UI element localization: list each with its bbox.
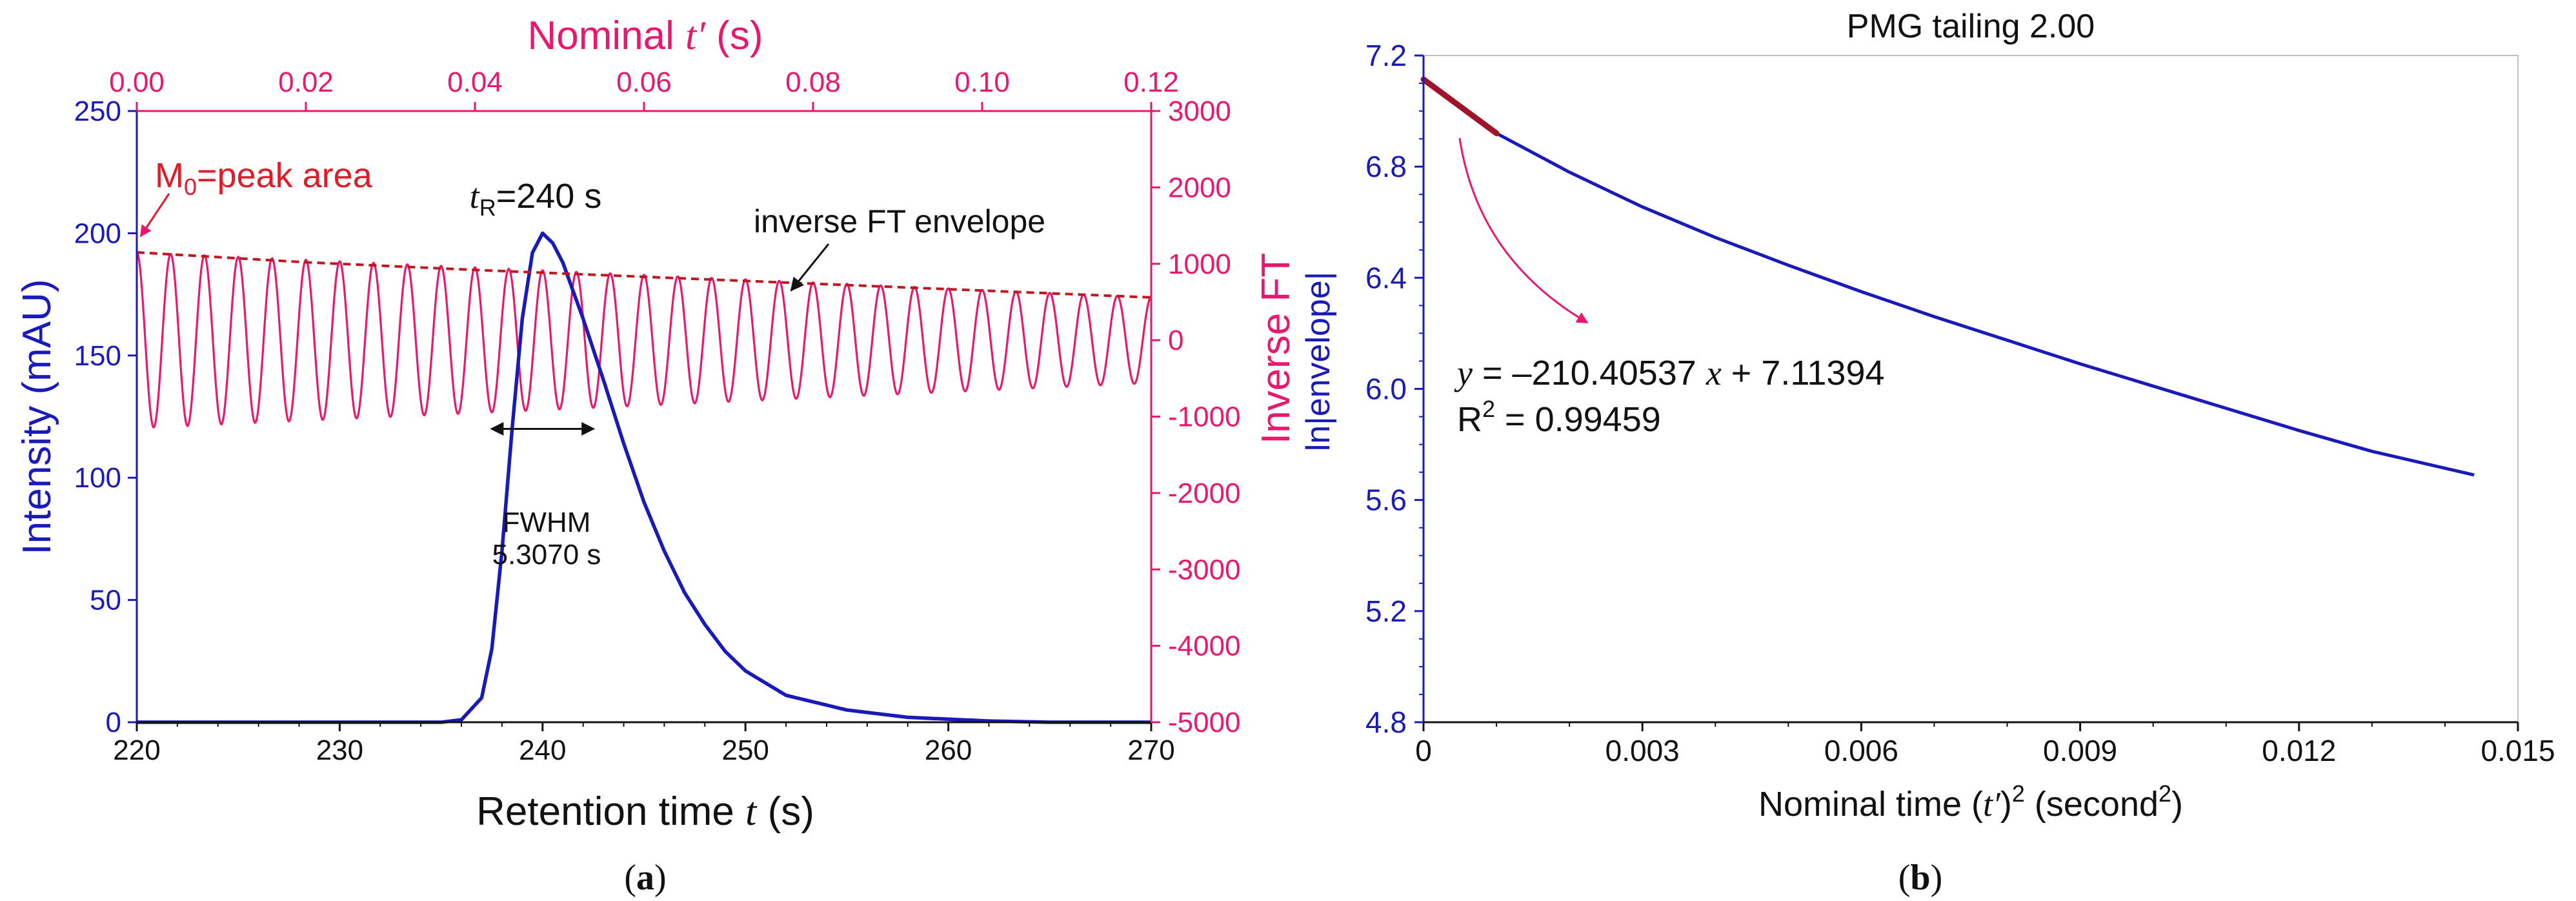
m0-label: M0=peak area: [155, 156, 373, 200]
y2-tick-label: -1000: [1168, 401, 1241, 433]
panel-b-title: PMG tailing 2.00: [1847, 8, 2095, 45]
panel-b-ticks: 0 0.003 0.006 0.009 0.012 0.015 4.8 5.2 5.6 6.0 6.…: [1365, 39, 2555, 767]
peak-label: tR=240 s: [470, 177, 602, 221]
panel-a-ylabel: Intensity (mAU): [15, 279, 59, 554]
panel-b-ylabel: ln|envelope|: [1300, 272, 1337, 452]
b-x-tick-label: 0.009: [2043, 734, 2117, 767]
envelope-label: inverse FT envelope: [754, 203, 1045, 239]
b-y-tick-label: 5.6: [1365, 483, 1407, 517]
envelope-arrow: [790, 243, 830, 292]
panel-b: 0 0.003 0.006 0.009 0.012 0.015 4.8 5.2 5.6 6.0 6.…: [1300, 8, 2555, 898]
b-y-tick-label: 6.8: [1365, 150, 1407, 183]
x-tick-label: 230: [316, 734, 363, 766]
panel-a-xlabel: Retention time t (s): [476, 789, 814, 834]
b-x-tick-label: 0.012: [2262, 734, 2336, 767]
b-x-tick-label: 0.006: [1824, 734, 1898, 767]
panel-b-series: [1420, 76, 2475, 477]
y2-tick-label: -4000: [1168, 631, 1241, 662]
x2-tick-label: 0.10: [954, 66, 1010, 98]
x-tick-label: 260: [925, 734, 972, 766]
inverse-ft-line: [136, 251, 1152, 429]
y2-tick-label: 1000: [1168, 248, 1231, 280]
y-tick-label: 100: [74, 462, 121, 494]
x2-tick-label: 0.04: [447, 66, 503, 98]
y-tick-label: 200: [74, 218, 121, 249]
x-tick-label: 220: [113, 734, 160, 766]
envelope-dashed-line: [136, 250, 1152, 299]
panel-a: 220 230 240 250 260 270 0 50 100 150 200 250 -5000 -4…: [15, 14, 1298, 898]
b-x-tick-label: 0.015: [2480, 734, 2555, 767]
b-y-tick-label: 6.0: [1365, 372, 1407, 406]
b-x-tick-label: 0.003: [1605, 734, 1680, 767]
panel-a-y2label: Inverse FT: [1254, 253, 1298, 444]
y2-tick-label: -2000: [1168, 478, 1241, 509]
caption-b: (b): [1898, 858, 1942, 898]
chromatogram-peak-line: [136, 231, 1152, 724]
ln-envelope-line: [1422, 78, 2475, 477]
fit-equation: y = –210.40537 x + 7.11394: [1454, 354, 1885, 392]
fit-arrow: [1458, 137, 1589, 324]
y-tick-label: 0: [106, 707, 121, 738]
b-x-tick-label: 0: [1415, 734, 1432, 767]
y2-tick-label: 0: [1168, 325, 1183, 356]
panel-a-series: [136, 231, 1152, 724]
y-tick-label: 50: [90, 585, 121, 616]
linear-fit-line: [1420, 76, 1500, 137]
y2-tick-label: -5000: [1168, 707, 1241, 738]
x-tick-label: 250: [721, 734, 769, 766]
x2-tick-label: 0.02: [278, 66, 334, 98]
panel-a-x2label: Nominal t′ (s): [528, 14, 763, 58]
y2-tick-label: -3000: [1168, 554, 1241, 585]
x2-tick-label: 0.12: [1123, 66, 1179, 98]
y-tick-label: 250: [74, 96, 121, 127]
b-y-tick-label: 5.2: [1365, 594, 1407, 628]
fwhm-marker: FWHM 5.3070 s: [490, 421, 601, 571]
y-tick-label: 150: [74, 340, 121, 372]
fit-r2: R2 = 0.99459: [1457, 396, 1661, 439]
b-y-tick-label: 4.8: [1365, 705, 1407, 739]
panel-b-xlabel: Nominal time (t′)2 (second2): [1758, 780, 2183, 824]
x-tick-label: 270: [1127, 734, 1174, 766]
caption-a: (a): [624, 858, 666, 898]
x2-tick-label: 0.00: [109, 66, 165, 98]
x-tick-label: 240: [519, 734, 566, 766]
fwhm-value: 5.3070 s: [492, 539, 601, 571]
m0-arrow: [139, 193, 170, 238]
x2-tick-label: 0.08: [785, 66, 841, 98]
b-y-tick-label: 7.2: [1365, 39, 1407, 72]
y2-tick-label: 3000: [1168, 96, 1231, 127]
panel-a-ticks: 220 230 240 250 260 270 0 50 100 150 200 250 -5000 -4…: [74, 66, 1241, 766]
fwhm-label: FWHM: [503, 507, 591, 538]
b-y-tick-label: 6.4: [1365, 261, 1407, 294]
x2-tick-label: 0.06: [616, 66, 672, 98]
y2-tick-label: 2000: [1168, 172, 1231, 203]
